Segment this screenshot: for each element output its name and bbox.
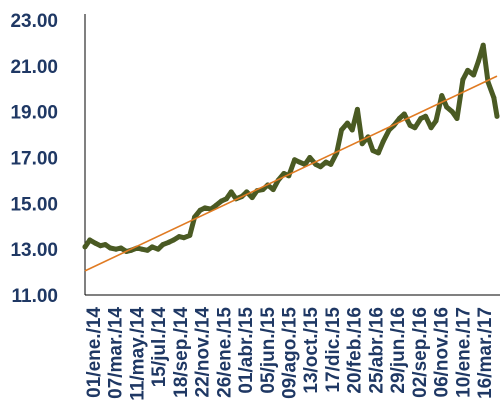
y-tick-label: 21.00	[10, 57, 58, 78]
x-tick-label: 22/nov./14	[193, 307, 214, 398]
data-point	[439, 93, 445, 99]
data-point	[359, 141, 365, 147]
data-point	[428, 125, 434, 131]
data-point	[418, 116, 424, 121]
plot-area	[82, 42, 500, 272]
data-point	[370, 148, 376, 154]
data-point	[166, 239, 172, 245]
x-tick-label: 16/mar./17	[475, 307, 496, 399]
data-point	[375, 150, 381, 156]
data-point	[213, 203, 219, 209]
data-point	[475, 58, 481, 64]
data-point	[260, 187, 266, 193]
data-point	[281, 171, 287, 176]
data-point	[423, 113, 429, 119]
data-point	[102, 242, 108, 248]
data-point	[98, 243, 103, 249]
x-tick-label: 15/jul./14	[149, 307, 170, 388]
series-line	[82, 42, 500, 254]
data-point	[249, 195, 255, 201]
data-point	[219, 198, 224, 204]
data-point	[323, 159, 329, 165]
data-point	[270, 187, 276, 193]
data-point	[494, 113, 500, 119]
x-tick-label: 09/ago./15	[280, 307, 301, 399]
x-tick-label: 29/jun./16	[388, 307, 409, 394]
data-point	[87, 237, 93, 243]
y-tick-label: 17.00	[10, 149, 58, 170]
data-point	[491, 95, 497, 101]
data-point	[318, 164, 323, 170]
x-tick-label: 07/mar./14	[106, 307, 127, 399]
data-point	[107, 245, 113, 251]
data-point	[339, 127, 344, 133]
x-tick-label: 06/nov./16	[432, 307, 453, 397]
data-point	[407, 122, 413, 128]
data-point	[223, 196, 229, 202]
data-point	[296, 159, 302, 165]
data-point	[396, 116, 402, 121]
data-point	[444, 104, 450, 110]
data-point	[155, 246, 161, 252]
data-point	[93, 240, 99, 246]
data-point	[349, 127, 355, 133]
y-tick-label: 11.00	[12, 286, 59, 307]
data-point	[480, 42, 486, 48]
data-point	[113, 246, 119, 252]
data-point	[171, 237, 177, 243]
y-tick-label: 19.00	[10, 103, 58, 124]
data-point	[386, 127, 392, 133]
data-point	[197, 207, 203, 213]
data-point	[401, 111, 407, 117]
data-point	[181, 235, 187, 241]
y-tick-label: 13.00	[10, 240, 58, 261]
data-point	[433, 118, 439, 124]
x-tick-label: 17/dic./15	[323, 307, 344, 393]
data-point	[187, 232, 193, 238]
data-point	[118, 245, 124, 251]
data-point	[344, 120, 350, 126]
data-point	[354, 106, 360, 112]
x-tick-label: 13/oct./15	[301, 307, 322, 394]
x-tick-label: 25/abr./16	[366, 307, 387, 394]
data-point	[471, 72, 477, 78]
data-point	[454, 116, 460, 121]
y-axis: 11.00 13.00 15.00 17.00 19.00 21.00 23.00	[10, 11, 86, 307]
data-point	[144, 247, 150, 253]
data-point	[449, 109, 455, 115]
data-point	[412, 125, 418, 131]
x-tick-label: 18/sep./14	[171, 307, 192, 398]
x-tick-label: 05/jun./15	[258, 307, 279, 394]
x-tick-label: 01/abr./15	[236, 307, 257, 394]
data-point	[160, 242, 166, 248]
data-point	[176, 234, 182, 240]
trend-line	[84, 75, 498, 272]
data-point	[380, 139, 386, 144]
data-point	[139, 246, 145, 252]
data-point	[149, 244, 155, 250]
x-tick-label: 01/ene./14	[84, 307, 105, 398]
data-point	[460, 77, 466, 83]
x-axis: 01/ene./14 07/mar./14 11/may./14 15/jul./14…	[84, 294, 500, 401]
data-point	[82, 244, 88, 250]
y-tick-label: 23.00	[10, 11, 58, 32]
data-point	[202, 205, 208, 211]
y-tick-label: 15.00	[10, 194, 58, 215]
x-tick-label: 02/sep./16	[410, 307, 431, 398]
x-tick-label: 26/ene./15	[214, 307, 235, 398]
data-point	[228, 189, 234, 195]
x-tick-label: 10/ene./17	[453, 307, 474, 398]
x-tick-label: 20/feb./16	[345, 307, 366, 394]
data-point	[307, 155, 313, 160]
data-point	[292, 157, 298, 163]
data-point	[328, 161, 334, 167]
x-tick-label: 11/may./14	[127, 307, 148, 401]
data-point	[465, 67, 471, 73]
